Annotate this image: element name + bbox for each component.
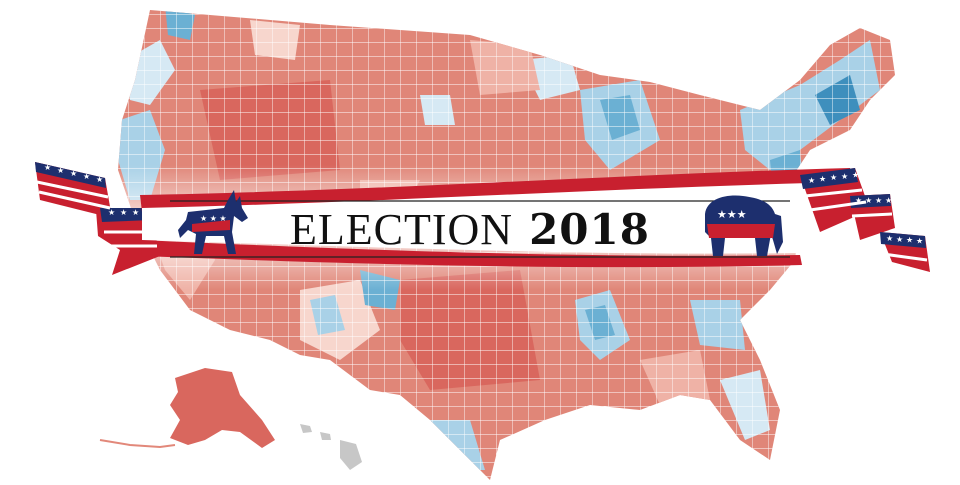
ribbon-stripe <box>36 180 109 199</box>
donkey-icon: ★ ★ ★ <box>178 190 248 254</box>
star-icon: ★ <box>906 236 913 245</box>
star-icon: ★ <box>57 166 64 175</box>
ribbon-right <box>800 168 930 272</box>
star-icon: ★ <box>83 172 90 181</box>
star-icon: ★ <box>875 196 882 205</box>
star-icon: ★ <box>808 176 815 185</box>
star-icon: ★ <box>886 234 893 243</box>
star-icon: ★ <box>855 196 862 205</box>
star-icon: ★ <box>852 170 859 179</box>
banner-title: ELECTION 2018 <box>250 203 690 255</box>
star-icon: ★ <box>144 208 151 217</box>
star-icon: ★ <box>108 208 115 217</box>
star-icon: ★ <box>896 235 903 244</box>
hawaii-region <box>300 424 362 470</box>
elephant-icon: ★★★ <box>705 195 783 256</box>
star-icon: ★ <box>70 169 77 178</box>
svg-text:★ ★ ★: ★ ★ ★ <box>200 214 227 223</box>
star-icon: ★ <box>132 208 139 217</box>
banner-title-year: 2018 <box>529 204 650 254</box>
star-icon: ★ <box>830 173 837 182</box>
ribbon-stripe <box>851 212 893 218</box>
star-icon: ★ <box>865 196 872 205</box>
star-icon: ★ <box>44 163 51 172</box>
star-icon: ★ <box>96 175 103 184</box>
ribbon-stripe <box>882 252 928 262</box>
star-icon: ★ <box>841 172 848 181</box>
ribbon-stripe <box>38 190 111 210</box>
ribbon-stripe <box>804 188 863 198</box>
alaska-region <box>170 368 275 448</box>
star-icon: ★ <box>916 236 923 245</box>
star-icon: ★ <box>819 175 826 184</box>
banner-title-word: ELECTION <box>290 204 514 254</box>
star-icon: ★ <box>120 208 127 217</box>
banner-rules <box>170 200 790 258</box>
ribbon-stripe <box>809 200 867 212</box>
svg-text:★★★: ★★★ <box>717 208 747 221</box>
alaska-aleutians <box>99 439 176 449</box>
ribbon-stars: ★ ★ ★ ★ ★★ ★ ★ ★★ ★ ★ ★ ★★ ★ ★ ★★ ★ ★ ★ <box>36 163 928 262</box>
star-icon: ★ <box>885 196 892 205</box>
